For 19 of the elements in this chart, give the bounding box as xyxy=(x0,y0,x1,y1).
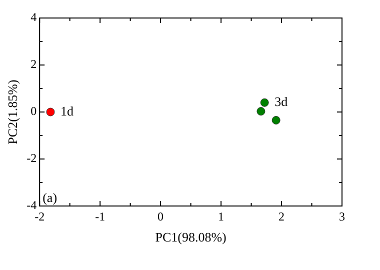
annotation: (a) xyxy=(42,190,58,205)
y-tick-label: 2 xyxy=(30,57,37,72)
annotation: 1d xyxy=(60,103,74,118)
point xyxy=(256,107,266,116)
y-tick-label: -2 xyxy=(26,151,37,166)
y-tick-label: 0 xyxy=(30,104,37,118)
x-tick-label: 3 xyxy=(339,209,345,224)
x-axis-title: PC1(98.08%) xyxy=(155,230,226,245)
x-tick-label: 0 xyxy=(158,209,164,224)
point xyxy=(272,116,280,124)
y-tick-label: 4 xyxy=(30,10,37,24)
y-tick-label: -4 xyxy=(26,198,37,212)
point xyxy=(46,108,55,116)
x-tick-label: 1 xyxy=(218,209,224,224)
y-axis-title: PC2(1.85%) xyxy=(5,80,20,144)
x-tick-label: -1 xyxy=(95,209,106,224)
point xyxy=(260,98,269,107)
annotation: 3d xyxy=(274,94,288,110)
x-tick-label: 2 xyxy=(278,209,285,224)
